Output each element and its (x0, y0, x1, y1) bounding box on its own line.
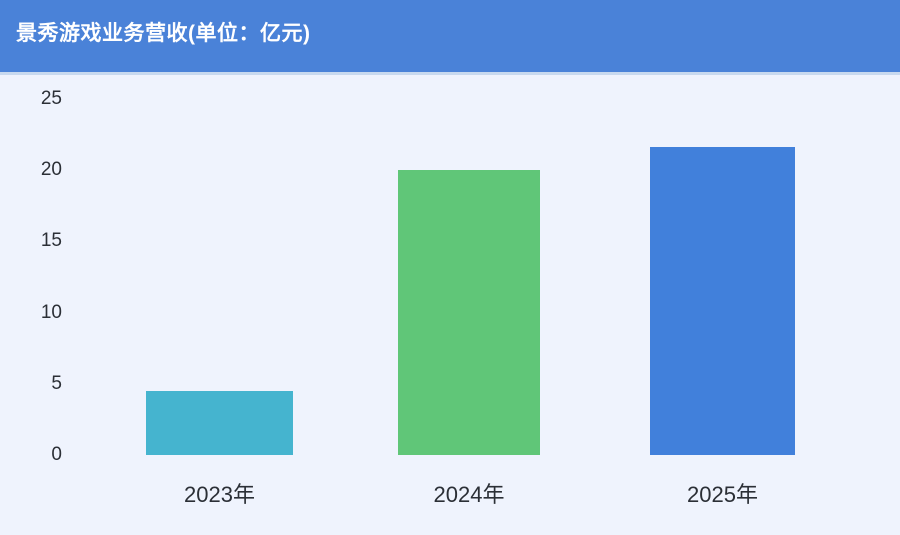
y-axis-tick-label: 25 (40, 87, 62, 109)
y-axis-tick-label: 0 (51, 444, 62, 465)
y-axis-tick-label: 5 (51, 372, 62, 394)
bar-2024年[interactable] (398, 170, 540, 455)
chart-title: 景秀游戏业务营收(单位：亿元) (16, 22, 311, 45)
y-axis-tick-label: 15 (40, 230, 62, 252)
y-axis-tick-label: 20 (40, 159, 62, 180)
x-axis-tick-label: 2025年 (687, 482, 758, 507)
bar-2025年[interactable] (650, 147, 795, 455)
x-axis-tick-label: 2024年 (433, 482, 505, 507)
y-axis-tick-label: 10 (40, 301, 62, 323)
chart-header-bar: 景秀游戏业务营收(单位：亿元) (0, 0, 900, 72)
bar-2023年[interactable] (146, 390, 293, 455)
header-divider (0, 72, 900, 75)
x-axis-tick-label: 2023年 (184, 482, 255, 507)
y-axis: 0 5 10 15 20 25 (0, 72, 62, 535)
plot-area: 0 5 10 15 20 25 2023年 2024年 2025年 (0, 72, 900, 535)
